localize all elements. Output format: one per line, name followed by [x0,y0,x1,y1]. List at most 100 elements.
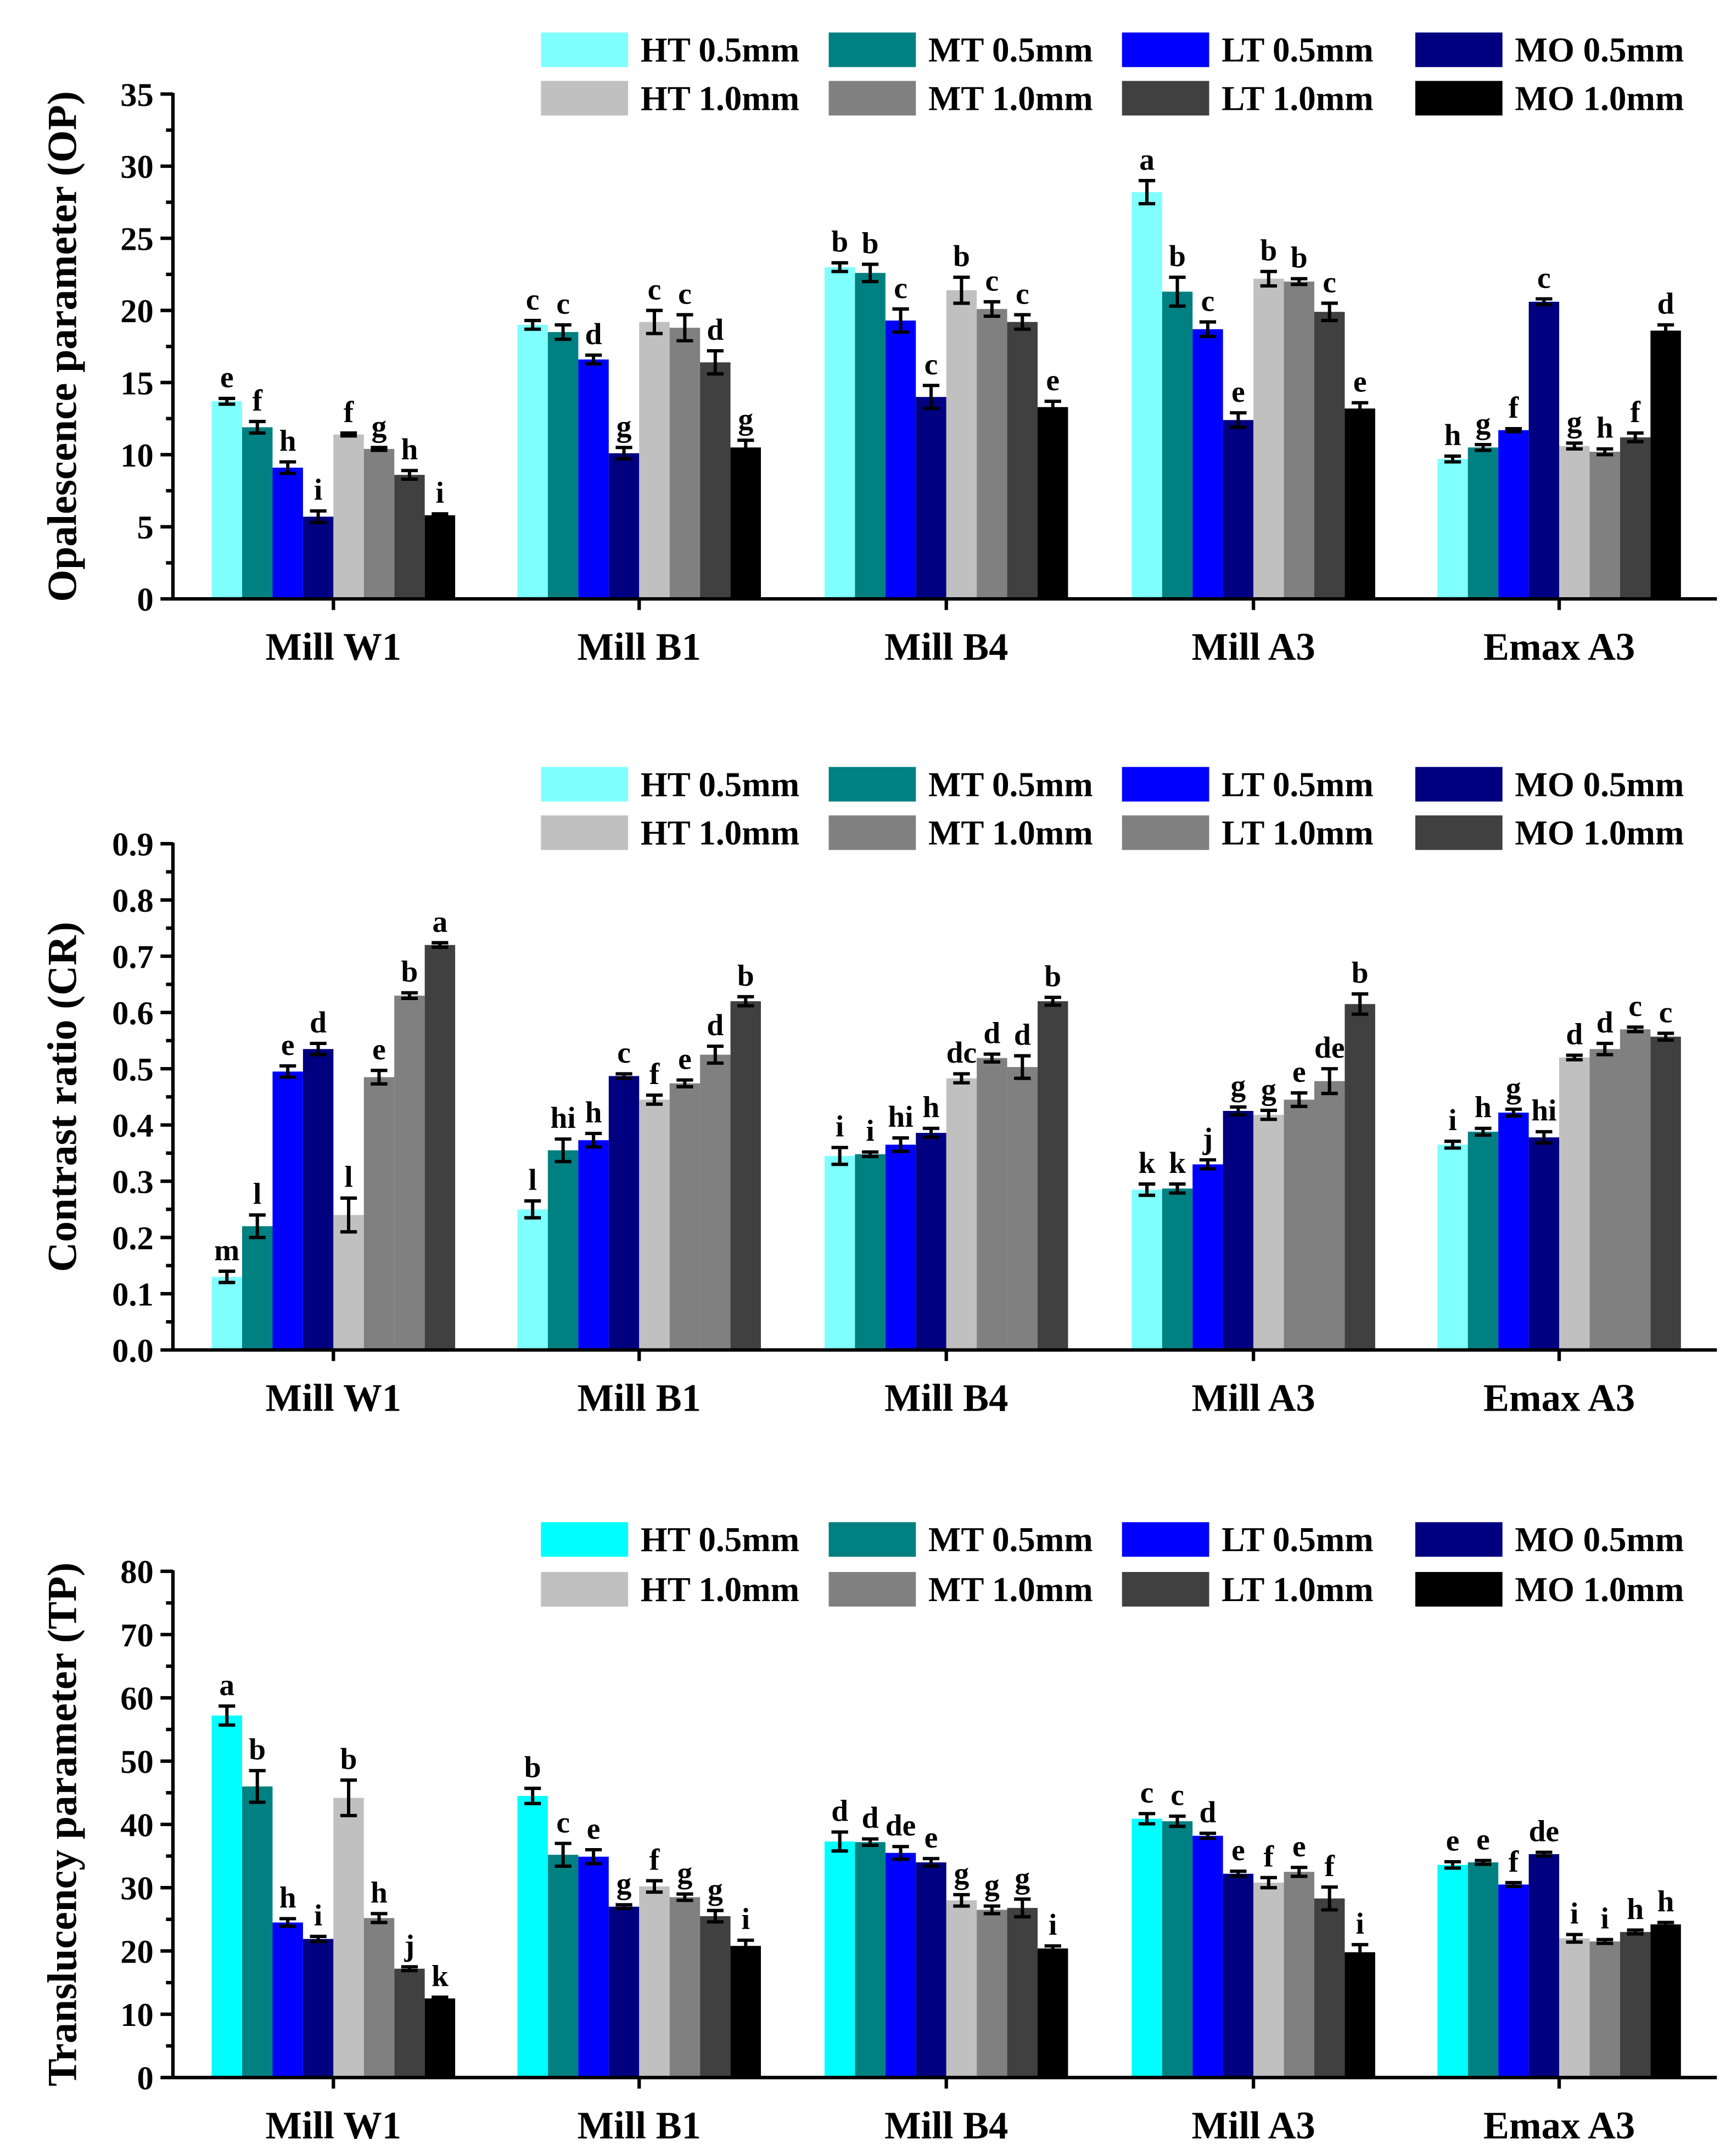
significance-letter: h [279,1881,296,1914]
significance-letter: i [1570,1896,1578,1930]
x-category-label: Mill B4 [884,626,1008,669]
significance-letter: c [925,347,938,381]
significance-letter: i [314,473,322,507]
significance-letter: e [1292,1829,1306,1863]
y-axis-title: Contrast ratio (CR) [40,922,86,1272]
y-tick-label: 10 [120,437,153,474]
significance-letter: g [1506,1071,1521,1105]
legend-swatch [541,81,629,116]
legend-label: HT 0.5mm [641,765,799,804]
bar [824,1155,855,1350]
bar [1498,430,1529,599]
bar [639,1099,670,1350]
significance-letter: f [1264,1840,1274,1873]
significance-letter: d [1014,1018,1031,1051]
significance-letter: h [401,433,418,466]
legend-swatch [828,767,916,802]
bar [333,1215,364,1350]
legend-label: MT 1.0mm [928,813,1093,852]
legend-label: MT 0.5mm [928,765,1093,804]
bar [1038,407,1068,599]
significance-letter: e [925,1821,938,1854]
bar [1007,1908,1038,2078]
y-tick-label: 5 [137,509,153,546]
significance-letter: i [866,1114,874,1148]
y-tick-label: 10 [120,1997,153,2034]
bar [700,1054,731,1350]
significance-letter: i [436,476,444,509]
bar [1528,1854,1560,2078]
bar [424,945,456,1350]
bar [1131,192,1162,599]
bar [272,1922,303,2078]
legend-swatch [828,81,916,116]
x-category-label: Emax A3 [1483,1377,1635,1419]
bar [242,1786,273,2078]
legend-label: MT 1.0mm [928,1570,1093,1609]
bar [1007,322,1038,599]
significance-letter: e [281,1028,295,1062]
x-category-label: Mill A3 [1191,1377,1315,1419]
bar [1528,1137,1560,1350]
bar [1620,437,1651,599]
bar [1650,1036,1681,1350]
bar [1498,1113,1529,1350]
significance-letter: c [1659,995,1673,1029]
significance-letter: b [249,1733,266,1766]
significance-letter: d [1566,1017,1583,1051]
bar [578,1140,609,1350]
bar [1253,278,1284,599]
bar [1467,447,1499,599]
bar [424,515,456,599]
bar [730,447,761,599]
bar [1192,1164,1223,1350]
significance-letter: e [220,361,234,394]
significance-letter: b [1352,956,1369,990]
significance-letter: c [1323,265,1336,299]
bar [916,397,946,599]
x-category-label: Mill A3 [1191,626,1315,669]
significance-letter: c [617,1036,631,1069]
bar [363,1918,395,2078]
legend-swatch [1415,815,1503,850]
y-tick-label: 0 [137,2060,153,2097]
significance-letter: e [1353,365,1367,398]
x-category-label: Emax A3 [1483,626,1635,669]
x-category-label: Mill W1 [266,1377,402,1419]
bar [916,1862,946,2078]
significance-letter: h [1475,1091,1492,1124]
significance-letter: h [279,424,296,457]
bar [1007,1067,1038,1350]
bar [1162,291,1193,599]
significance-letter: e [1046,363,1060,397]
x-category-label: Mill W1 [266,2104,402,2147]
significance-letter: c [556,1805,570,1839]
legend-label: HT 1.0mm [641,79,799,117]
significance-letter: j [404,1929,414,1962]
bar [517,1209,548,1350]
significance-letter: h [1596,411,1614,445]
significance-letter: e [587,1812,601,1845]
legend-label: LT 1.0mm [1222,79,1374,117]
bar [669,328,701,599]
significance-letter: c [678,277,692,310]
bar [700,1916,731,2078]
bar [547,332,579,599]
significance-letter: g [1567,405,1582,439]
y-tick-label: 20 [120,293,153,330]
y-tick-label: 70 [120,1617,153,1654]
significance-letter: d [707,313,724,346]
significance-letter: k [432,1959,449,1992]
bar [855,1842,886,2078]
significance-letter: g [954,1857,970,1890]
significance-letter: g [738,402,753,436]
bar [394,995,425,1350]
bar [1038,1001,1068,1350]
significance-letter: c [648,272,662,306]
legend-label: LT 0.5mm [1222,1520,1374,1559]
significance-letter: d [983,1016,1000,1049]
legend-swatch [1122,1522,1209,1557]
significance-letter: j [1202,1122,1213,1155]
bar [639,322,670,599]
